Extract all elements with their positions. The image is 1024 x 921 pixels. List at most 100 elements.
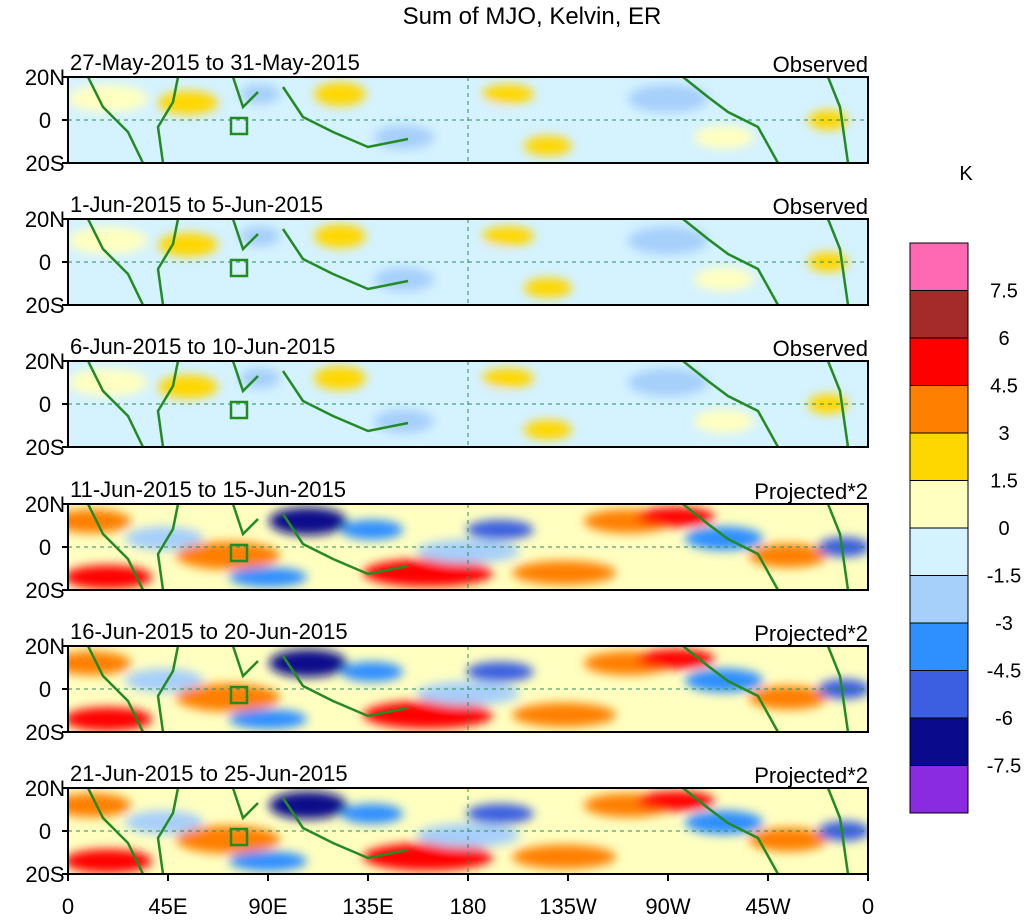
anomaly-region (240, 84, 280, 105)
anomaly-region (466, 519, 534, 540)
anomaly-region (125, 526, 203, 551)
anomaly-region (340, 661, 404, 682)
lat-tick-label: 20S (25, 578, 64, 603)
anomaly-region (229, 851, 307, 872)
anomaly-region (685, 668, 763, 693)
coastline (86, 788, 850, 874)
colorbar-level-label: 0 (998, 518, 1009, 540)
coastline (86, 219, 850, 305)
lat-tick-label: 20S (25, 435, 64, 460)
anomaly-region (125, 810, 203, 835)
colorbar-swatch (909, 622, 969, 671)
anomaly-region (340, 519, 404, 540)
lon-tick-label: 90W (645, 894, 690, 919)
lon-tick-label: 45E (148, 894, 187, 919)
anomaly-region (466, 803, 534, 824)
region-box (229, 400, 249, 420)
longitude-axis: 0 45E 90E 135E 180 135W 90W 45W 0 (62, 874, 874, 919)
panel-date-range: 1-Jun-2015 to 5-Jun-2015 (70, 192, 323, 217)
lat-tick-label: 20S (25, 720, 64, 745)
lat-tick-label: 20N (25, 776, 65, 801)
anomaly-region (314, 366, 366, 391)
anomaly-region (694, 267, 754, 292)
panel-type-label: Observed (773, 52, 868, 77)
anomaly-region (694, 409, 754, 434)
anomaly-region (749, 543, 827, 568)
anomaly-region (374, 267, 434, 292)
panel-date-range: 6-Jun-2015 to 10-Jun-2015 (70, 334, 335, 359)
colorbar-swatch (909, 385, 969, 434)
colorbar-level-label: -1.5 (987, 566, 1021, 588)
anomaly-region (416, 823, 520, 848)
lon-tick-label: 45W (745, 894, 790, 919)
lat-tick-label: 0 (39, 819, 51, 844)
anomaly-field (68, 361, 868, 447)
panel-type-label: Projected*2 (754, 763, 868, 788)
anomaly-region (482, 84, 534, 105)
colorbar-swatch (909, 575, 969, 624)
anomaly-region (685, 810, 763, 835)
anomaly-region (340, 803, 404, 824)
anomaly-region (314, 224, 366, 249)
colorbar-level-label: 3 (998, 423, 1009, 445)
anomaly-region (685, 526, 763, 551)
anomaly-region (363, 700, 493, 729)
lon-tick-label: 135W (539, 894, 597, 919)
colorbar: 7.5 6 4.5 3 1.5 0 -1.5 -3 -4.5 -6 -7.5 (909, 242, 1021, 814)
anomaly-region (229, 709, 307, 730)
anomaly-region (694, 125, 754, 150)
anomaly-region (628, 84, 708, 113)
coastline (86, 646, 850, 732)
colorbar-swatch (909, 527, 969, 576)
anomaly-region (637, 790, 715, 811)
lat-tick-label: 20S (25, 862, 64, 887)
anomaly-region (482, 226, 534, 247)
colorbar-level-label: -3 (995, 613, 1013, 635)
colorbar-level-label: -4.5 (987, 661, 1021, 683)
anomaly-region (68, 793, 131, 818)
anomaly-region (749, 685, 827, 710)
anomaly-region (628, 368, 708, 397)
anomaly-region (68, 226, 148, 255)
anomaly-region (68, 849, 153, 874)
panel-type-label: Observed (773, 336, 868, 361)
region-box (229, 543, 249, 563)
anomaly-region (512, 844, 616, 869)
colorbar-swatch (909, 765, 969, 814)
map-panel: 11-Jun-2015 to 15-Jun-2015 Projected*2 20N… (25, 477, 869, 603)
anomaly-region (176, 683, 280, 712)
anomaly-field (68, 219, 868, 305)
coastline (86, 77, 850, 163)
colorbar-swatch (909, 717, 969, 766)
anomaly-region (416, 539, 520, 564)
colorbar-swatch (909, 432, 969, 481)
region-box (229, 116, 249, 136)
anomaly-region (363, 558, 493, 587)
lat-tick-label: 20S (25, 293, 64, 318)
region-box (229, 685, 249, 705)
anomaly-region (628, 226, 708, 255)
panel-date-range: 27-May-2015 to 31-May-2015 (70, 50, 360, 75)
panel-type-label: Projected*2 (754, 621, 868, 646)
lat-tick-label: 0 (39, 108, 51, 133)
map-panel: 6-Jun-2015 to 10-Jun-2015 Observed 20N 0 20S (25, 334, 869, 460)
anomaly-region (240, 368, 280, 389)
anomaly-region (314, 82, 366, 107)
anomaly-region (68, 707, 153, 732)
lon-tick-label: 135E (342, 894, 393, 919)
map-panel: 21-Jun-2015 to 25-Jun-2015 Projected*2 20N… (25, 761, 869, 887)
lat-tick-label: 0 (39, 535, 51, 560)
colorbar-swatch (909, 480, 969, 529)
lon-tick-label: 0 (62, 894, 74, 919)
map-panel: 27-May-2015 to 31-May-2015 Observed 20N 0 20… (25, 50, 869, 176)
colorbar-level-label: 7.5 (990, 281, 1018, 303)
anomaly-region (466, 661, 534, 682)
anomaly-region (416, 681, 520, 706)
anomaly-field (68, 504, 868, 590)
lat-tick-label: 20N (25, 65, 65, 90)
panel-date-range: 21-Jun-2015 to 25-Jun-2015 (70, 761, 348, 786)
colorbar-level-label: 6 (998, 328, 1009, 350)
lat-tick-label: 20N (25, 492, 65, 517)
anomaly-region (374, 125, 434, 150)
